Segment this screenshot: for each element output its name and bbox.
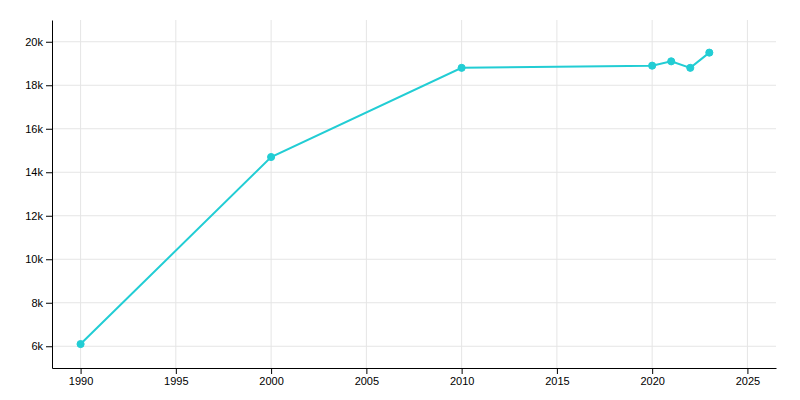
- y-tick-mark: [46, 303, 52, 304]
- x-tick-label: 2025: [736, 375, 760, 387]
- x-tick: 2020: [640, 368, 664, 387]
- grid-line: [52, 215, 776, 216]
- grid-line: [271, 20, 272, 368]
- grid-line: [52, 128, 776, 129]
- grid: [52, 20, 776, 368]
- x-tick-mark: [271, 368, 272, 374]
- plot-area: [77, 49, 713, 348]
- y-tick: 8k: [31, 297, 52, 309]
- x-tick-label: 1990: [69, 375, 93, 387]
- grid-line: [175, 20, 176, 368]
- y-tick-mark: [46, 216, 52, 217]
- x-tick-mark: [747, 368, 748, 374]
- y-tick: 20k: [25, 36, 52, 48]
- y-tick: 14k: [25, 166, 52, 178]
- grid-line: [556, 20, 557, 368]
- x-tick-label: 2010: [450, 375, 474, 387]
- point: [77, 341, 84, 348]
- y-tick-label: 14k: [25, 166, 43, 178]
- x-tick: 1990: [69, 368, 93, 387]
- x-tick-label: 2000: [259, 375, 283, 387]
- grid-line: [366, 20, 367, 368]
- y-tick-mark: [46, 259, 52, 260]
- point: [687, 64, 694, 71]
- x-tick-mark: [366, 368, 367, 374]
- grid-line: [52, 172, 776, 173]
- grid-line: [52, 259, 776, 260]
- grid-line: [52, 302, 776, 303]
- y-tick-mark: [46, 42, 52, 43]
- chart: 1990 1995 2000 2005 2010 2015 2020 2025 6k 8k 10k 1…: [0, 0, 800, 400]
- y-tick-label: 8k: [31, 297, 43, 309]
- x-tick: 2025: [736, 368, 760, 387]
- x-tick: 2010: [450, 368, 474, 387]
- x-tick-mark: [462, 368, 463, 374]
- x-tick-label: 2020: [640, 375, 664, 387]
- x-axis-line: [53, 368, 777, 369]
- grid-line: [461, 20, 462, 368]
- x-tick-label: 2005: [355, 375, 379, 387]
- y-axis-line: [52, 21, 53, 369]
- point: [649, 62, 656, 69]
- y-tick: 10k: [25, 253, 52, 265]
- y-tick: 16k: [25, 123, 52, 135]
- x-tick-mark: [81, 368, 82, 374]
- y-tick-mark: [46, 172, 52, 173]
- x-tick-mark: [176, 368, 177, 374]
- x-tick-label: 2015: [545, 375, 569, 387]
- point: [706, 49, 713, 56]
- y-tick-label: 12k: [25, 210, 43, 222]
- y-tick-label: 6k: [31, 340, 43, 352]
- y-tick-label: 10k: [25, 253, 43, 265]
- x-tick: 2000: [259, 368, 283, 387]
- y-tick-label: 20k: [25, 36, 43, 48]
- grid-line: [52, 85, 776, 86]
- point: [458, 64, 465, 71]
- x-tick-label: 1995: [164, 375, 188, 387]
- x-tick: 2005: [355, 368, 379, 387]
- y-tick-label: 16k: [25, 123, 43, 135]
- x-tick-mark: [557, 368, 558, 374]
- grid-line: [52, 41, 776, 42]
- y-tick-mark: [46, 346, 52, 347]
- y-tick: 12k: [25, 210, 52, 222]
- grid-line: [52, 346, 776, 347]
- y-axis: 6k 8k 10k 12k 14k 16k 18k 20k: [25, 21, 52, 369]
- y-tick: 18k: [25, 79, 52, 91]
- y-tick: 6k: [31, 340, 52, 352]
- y-tick-mark: [46, 129, 52, 130]
- y-tick-mark: [46, 85, 52, 86]
- point: [668, 58, 675, 65]
- grid-line: [652, 20, 653, 368]
- x-tick: 2015: [545, 368, 569, 387]
- x-tick-mark: [652, 368, 653, 374]
- y-tick-label: 18k: [25, 79, 43, 91]
- line: [81, 53, 710, 344]
- grid-line: [80, 20, 81, 368]
- x-axis: 1990 1995 2000 2005 2010 2015 2020 2025: [53, 368, 777, 387]
- point: [268, 153, 275, 160]
- x-tick: 1995: [164, 368, 188, 387]
- grid-line: [747, 20, 748, 368]
